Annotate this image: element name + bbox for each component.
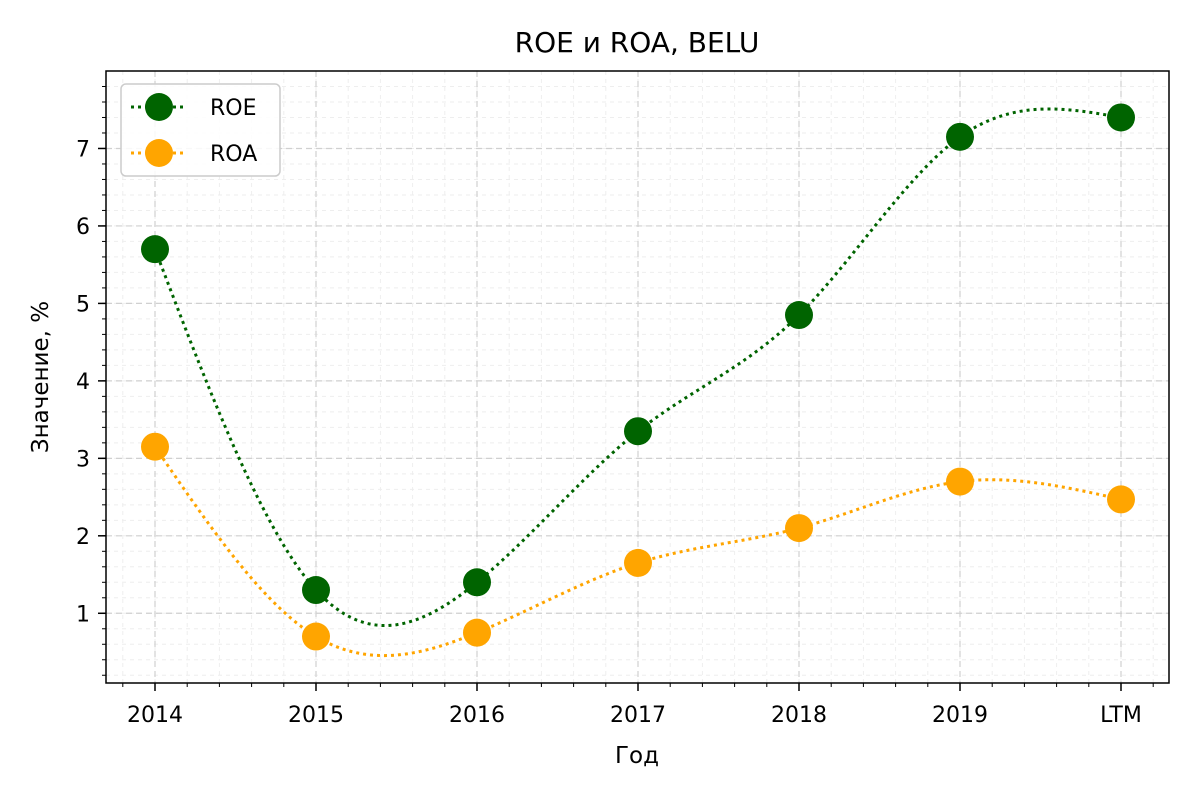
data-point-roe [141,235,169,264]
y-tick-label: 2 [76,525,90,550]
data-point-roa [302,622,330,651]
y-tick-label: 3 [76,447,90,472]
y-tick-label: 5 [76,292,90,317]
data-point-roa [785,514,813,543]
data-point-roe [302,576,330,605]
data-point-roa [946,467,974,496]
legend-label: ROA [210,142,257,167]
x-axis-label: Год [615,743,659,769]
x-tick-label: 2016 [449,703,505,728]
data-point-roe [624,417,652,446]
data-point-roe [946,122,974,151]
legend-marker [145,139,173,167]
major-grid [106,71,1169,683]
data-point-roa [463,618,491,647]
x-tick-label: 2015 [288,703,344,728]
axis-ticks: 2014 2015 2016 2017 2018 2019 LTM 1 2 3 4 5 6 7 [76,85,1154,728]
y-tick-label: 7 [76,137,90,162]
legend-marker [145,93,173,121]
legend-label: ROE [210,96,257,121]
y-axis-label: Значение, % [28,301,54,453]
data-point-roe [1107,103,1135,132]
y-tick-label: 4 [76,370,90,395]
data-point-roe [785,301,813,330]
chart-title: ROE и ROA, BELU [515,26,760,59]
series-layer [141,103,1135,658]
x-tick-label: 2014 [127,703,183,728]
data-point-roa [1107,485,1135,514]
y-tick-label: 6 [76,215,90,240]
legend: ROE ROA [120,83,281,177]
data-point-roa [141,432,169,461]
y-tick-label: 1 [76,602,90,627]
data-point-roa [624,548,652,577]
x-tick-label: 2019 [932,703,988,728]
x-tick-label: 2018 [771,703,827,728]
x-tick-label: LTM [1100,703,1142,728]
x-tick-label: 2017 [610,703,666,728]
data-point-roe [463,568,491,597]
